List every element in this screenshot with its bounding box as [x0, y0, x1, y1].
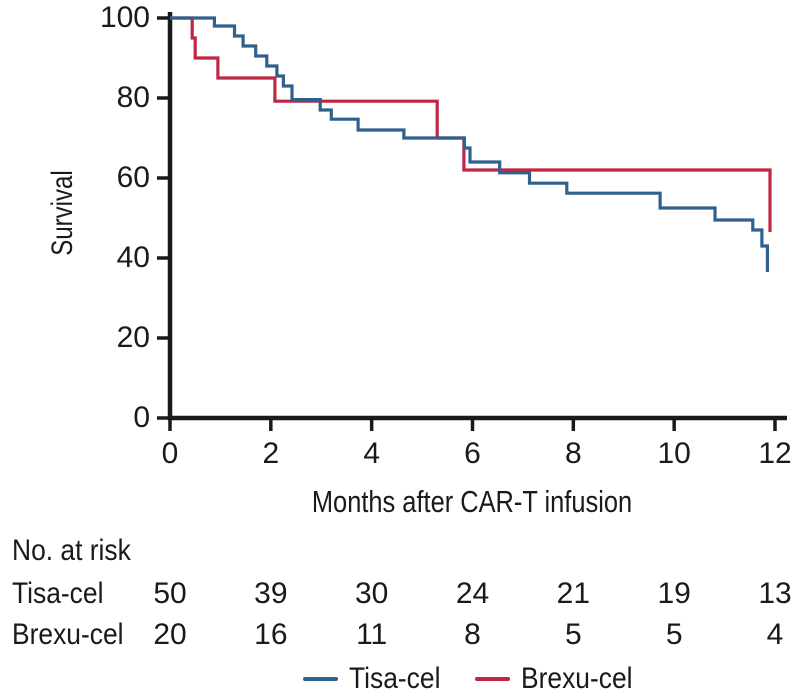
- risk-count: 8: [464, 618, 481, 651]
- risk-count: 5: [665, 618, 683, 651]
- legend-item-tisa-cel: Tisa-cel: [302, 662, 453, 695]
- risk-table-title: No. at risk: [12, 534, 131, 567]
- y-tick-label: 20: [116, 321, 150, 354]
- brexu-cel-curve: [170, 16, 772, 232]
- legend-label: Brexu-cel: [520, 662, 633, 695]
- risk-count: 21: [556, 577, 591, 610]
- x-tick-label: 6: [464, 437, 481, 470]
- tisa-cel-curve: [170, 16, 769, 272]
- risk-count: 30: [354, 577, 389, 610]
- risk-count: 16: [254, 618, 288, 651]
- risk-count: 20: [153, 618, 187, 651]
- risk-count: 19: [657, 577, 691, 610]
- y-tick-label: 40: [116, 241, 150, 274]
- x-tick-label: 0: [161, 437, 179, 470]
- x-tick-label: 8: [564, 437, 582, 470]
- legend: Tisa-cel Brexu-cel: [150, 663, 800, 695]
- risk-count: 5: [564, 618, 582, 651]
- y-tick-label: 0: [133, 401, 150, 434]
- brexu-cel-legend-swatch: [474, 676, 510, 682]
- x-axis-title: Months after CAR-T infusion: [311, 484, 633, 519]
- risk-row-label: Brexu-cel: [12, 618, 124, 651]
- risk-row-label: Tisa-cel: [12, 577, 104, 610]
- risk-count: 39: [254, 577, 288, 610]
- tisa-cel-legend-swatch: [302, 676, 338, 682]
- x-tick-label: 2: [262, 437, 280, 470]
- y-tick-label: 80: [116, 81, 150, 114]
- x-tick-label: 4: [363, 437, 380, 470]
- x-tick-label: 12: [758, 437, 792, 470]
- y-tick-label: 60: [116, 161, 150, 194]
- legend-item-brexu-cel: Brexu-cel: [474, 662, 648, 695]
- risk-count: 50: [153, 577, 187, 610]
- risk-count: 11: [356, 618, 388, 651]
- legend-label: Tisa-cel: [348, 662, 441, 695]
- risk-count: 4: [766, 618, 784, 651]
- x-tick-label: 10: [657, 437, 691, 470]
- y-tick-label: 100: [99, 1, 150, 34]
- risk-count: 24: [455, 577, 490, 610]
- risk-count: 13: [758, 577, 792, 610]
